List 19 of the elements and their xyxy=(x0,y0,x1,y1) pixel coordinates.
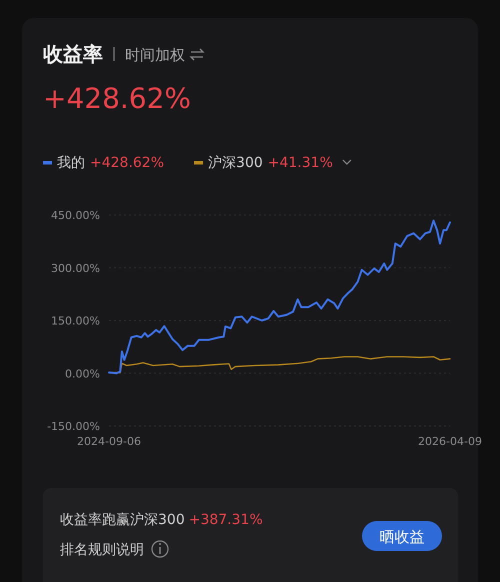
text: 排名规则说明 xyxy=(60,542,144,558)
y-tick-label: 150.00% xyxy=(51,314,100,328)
legend-label: 我的 xyxy=(57,155,85,171)
x-tick-label: 2026-04-09 xyxy=(418,435,482,448)
text: +41.31% xyxy=(268,155,333,171)
legend-label: 沪深300 xyxy=(208,155,263,171)
text: 收益率跑赢沪深300 xyxy=(60,512,185,528)
text: +387.31% xyxy=(188,512,263,528)
chart-subtitle: 时间加权 xyxy=(125,46,185,64)
y-tick-label: 300.00% xyxy=(51,262,100,275)
text: 晒收益 xyxy=(380,528,424,546)
text: +428.62% xyxy=(43,82,192,115)
line-series xyxy=(108,220,451,374)
chart-title: 收益率 xyxy=(43,42,103,66)
x-tick-label: 2024-09-06 xyxy=(77,435,141,448)
y-tick-label: 0.00% xyxy=(65,367,100,380)
y-tick-label: 450.00% xyxy=(51,209,100,222)
y-tick-label: -150.00% xyxy=(47,420,100,433)
text: +428.62% xyxy=(90,155,164,171)
